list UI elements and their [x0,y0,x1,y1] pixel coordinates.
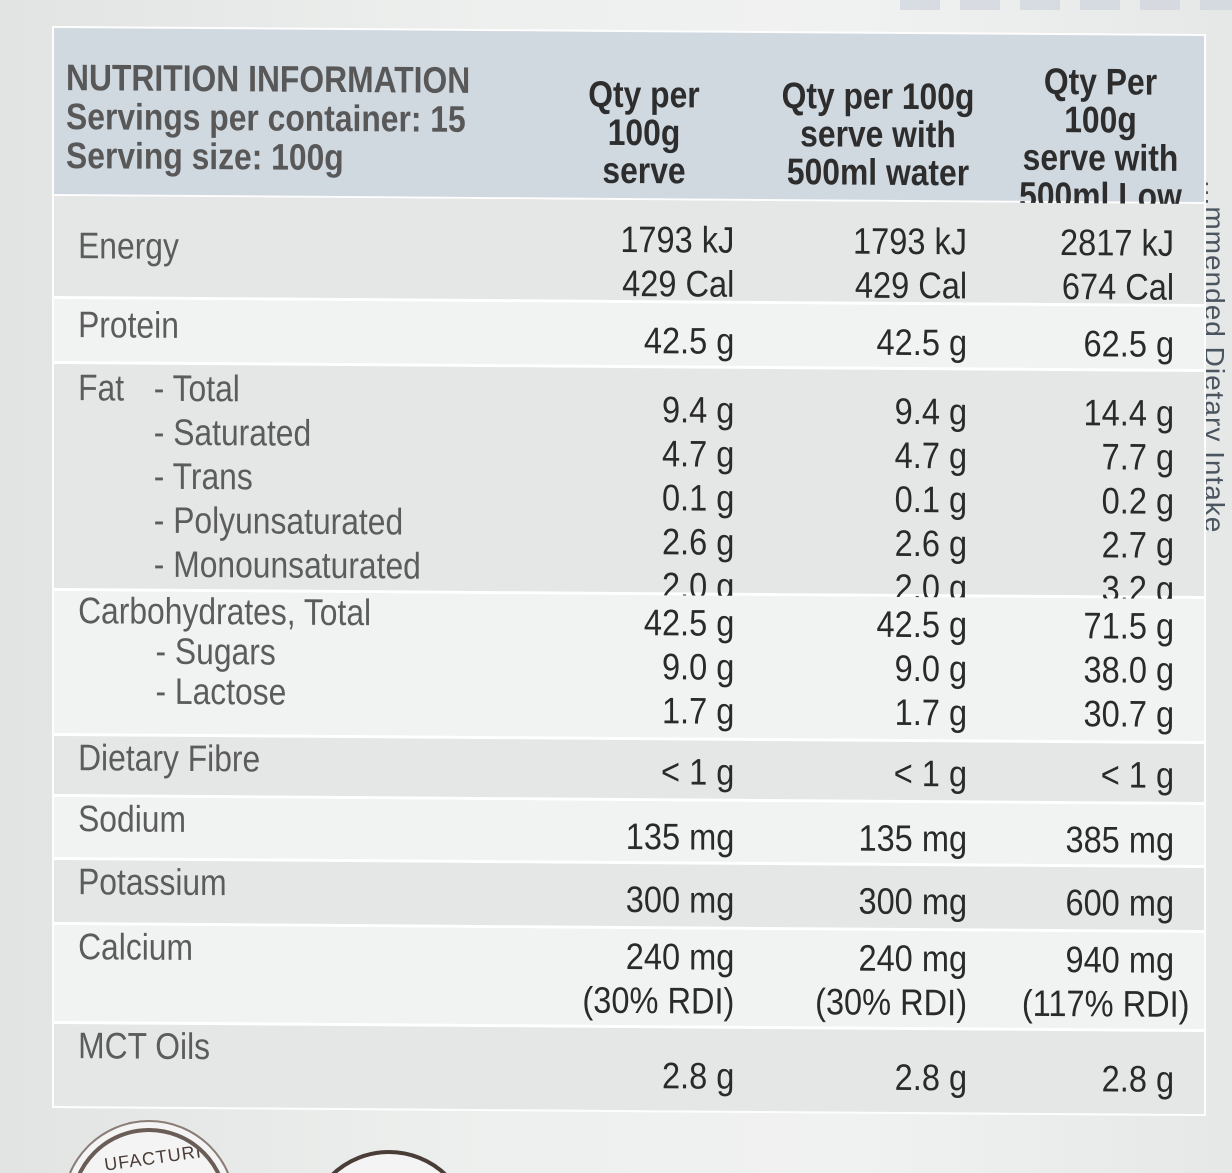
row-label: Calcium [78,926,194,968]
row-label: Carbohydrates, Total [78,590,372,634]
table-row-calcium: Calcium 240 mg (30% RDI) 240 mg (30% RDI… [54,925,1204,1033]
energy-col1: 1793 kJ 429 Cal [620,218,735,305]
table-row-mct-oils: MCT Oils 2.8 g 2.8 g 2.8 g [54,1024,1204,1115]
mct-col1: 2.8 g [661,1055,735,1097]
protein-col3: 62.5 g [1083,323,1175,365]
row-label: Fat [78,367,125,409]
circular-logo-icon [305,1150,473,1173]
table-header: NUTRITION INFORMATION Servings per conta… [54,28,1204,255]
row-label: Protein [78,304,179,346]
energy-col2: 1793 kJ 429 Cal [853,220,968,307]
row-label: Potassium [78,861,227,904]
table-row-sodium: Sodium 135 mg 135 mg 385 mg [54,797,1204,869]
mct-col3: 2.8 g [1101,1058,1175,1100]
side-rdi-footnote: ...mmended Dietary Intake [1204,180,1230,534]
table-row-energy: Energy 1793 kJ 429 Cal 1793 kJ 429 Cal 2… [54,196,1204,308]
fibre-col3: < 1 g [1100,754,1175,796]
potassium-col1: 300 mg [625,879,735,921]
row-label: Sodium [78,798,186,840]
fat-col2: 9.4 g 4.7 g 0.1 g 2.6 g 2.0 g [894,390,968,609]
row-label: Energy [78,225,179,267]
table-row-dietary-fibre: Dietary Fibre < 1 g < 1 g < 1 g [54,736,1204,806]
carbs-col1: 42.5 g 9.0 g 1.7 g [643,602,735,732]
servings-per-container: Servings per container: 15 [66,96,466,140]
fat-col3: 14.4 g 7.7 g 0.2 g 2.7 g 3.2 g [1083,392,1175,610]
fat-labels: Fat - Total - Saturated - Trans - Polyuns… [78,367,421,587]
row-label: MCT Oils [78,1025,211,1068]
sodium-col3: 385 mg [1065,819,1175,861]
table-row-potassium: Potassium 300 mg 300 mg 600 mg [54,860,1204,934]
manufacturing-seal-icon: UFACTURI [70,1128,228,1173]
potassium-col2: 300 mg [858,880,968,923]
serving-size: Serving size: 100g [66,135,344,179]
carb-labels: Carbohydrates, Total - Sugars - Lactose [54,590,463,736]
carbs-col2: 42.5 g 9.0 g 1.7 g [876,603,968,734]
table-row-fat: Fat - Total - Saturated - Trans - Polyuns… [54,364,1204,610]
fibre-col1: < 1 g [661,751,735,793]
nutrition-table: NUTRITION INFORMATION Servings per conta… [52,26,1206,1117]
protein-col2: 42.5 g [876,321,968,364]
table-title: NUTRITION INFORMATION [66,57,471,101]
fibre-col2: < 1 g [893,752,968,795]
top-edge-text-fragment [900,0,1232,10]
row-label: Dietary Fibre [78,737,261,780]
table-row-protein: Protein 42.5 g 42.5 g 62.5 g [54,299,1204,373]
mct-col2: 2.8 g [894,1056,968,1099]
calcium-col3: 940 mg (117% RDI) [1021,939,1190,1025]
sodium-col2: 135 mg [858,817,968,860]
potassium-col3: 600 mg [1065,882,1175,924]
carbs-col3: 71.5 g 38.0 g 30.7 g [1083,605,1175,735]
sodium-col1: 135 mg [625,816,735,858]
protein-col1: 42.5 g [643,320,735,362]
energy-col3: 2817 kJ 674 Cal [1060,222,1175,308]
fat-col1: 9.4 g 4.7 g 0.1 g 2.6 g 2.0 g [661,389,735,607]
calcium-col2: 240 mg (30% RDI) [815,937,968,1024]
calcium-col1: 240 mg (30% RDI) [582,936,735,1022]
table-row-carbohydrates: Carbohydrates, Total - Sugars - Lactose … [54,590,1204,745]
